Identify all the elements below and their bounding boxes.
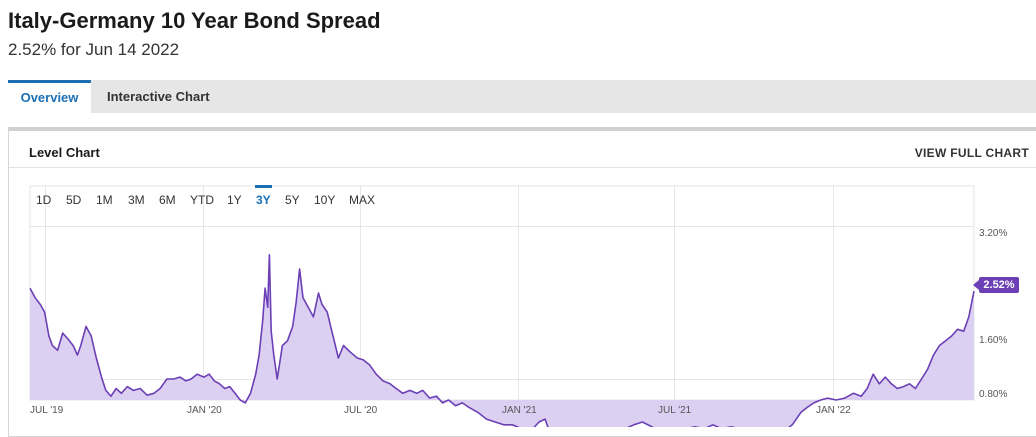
range-3y[interactable]: 3Y: [255, 185, 272, 207]
range-1m[interactable]: 1M: [96, 193, 113, 207]
range-1d[interactable]: 1D: [36, 193, 52, 207]
view-full-chart-link[interactable]: VIEW FULL CHART: [914, 146, 1029, 160]
page-subtitle: 2.52% for Jun 14 2022: [8, 40, 180, 59]
tab-interactive-chart[interactable]: Interactive Chart: [107, 89, 210, 104]
tab-bar: Overview Interactive Chart: [8, 80, 1036, 113]
plot-frame: [29, 185, 975, 401]
x-tick-label: JUL '20: [344, 405, 378, 416]
range-3m[interactable]: 3M: [128, 193, 145, 207]
card-title: Level Chart: [29, 145, 100, 160]
range-6m[interactable]: 6M: [159, 193, 176, 207]
last-value-badge: 2.52%: [973, 277, 1019, 293]
page-title: Italy-Germany 10 Year Bond Spread: [8, 8, 381, 33]
x-tick-label: JAN '22: [816, 405, 851, 416]
range-ytd[interactable]: YTD: [190, 193, 214, 207]
range-max[interactable]: MAX: [349, 193, 376, 207]
series-area: [30, 254, 974, 427]
range-5y[interactable]: 5Y: [285, 193, 300, 207]
y-tick-label: 1.60%: [979, 335, 1008, 346]
series-line: [29, 254, 975, 427]
x-tick-label: JUL '21: [658, 405, 692, 416]
range-10y[interactable]: 10Y: [314, 193, 336, 207]
x-tick-label: JUL '19: [30, 405, 64, 416]
card-divider: [9, 167, 1036, 168]
level-chart[interactable]: [0, 0, 1036, 427]
x-tick-label: JAN '20: [187, 405, 222, 416]
range-1y[interactable]: 1Y: [227, 193, 242, 207]
tab-overview[interactable]: Overview: [8, 80, 91, 113]
x-tick-label: JAN '21: [502, 405, 537, 416]
y-tick-label: 3.20%: [979, 228, 1008, 239]
y-tick-label: 0.80%: [979, 389, 1008, 400]
range-5d[interactable]: 5D: [66, 193, 82, 207]
